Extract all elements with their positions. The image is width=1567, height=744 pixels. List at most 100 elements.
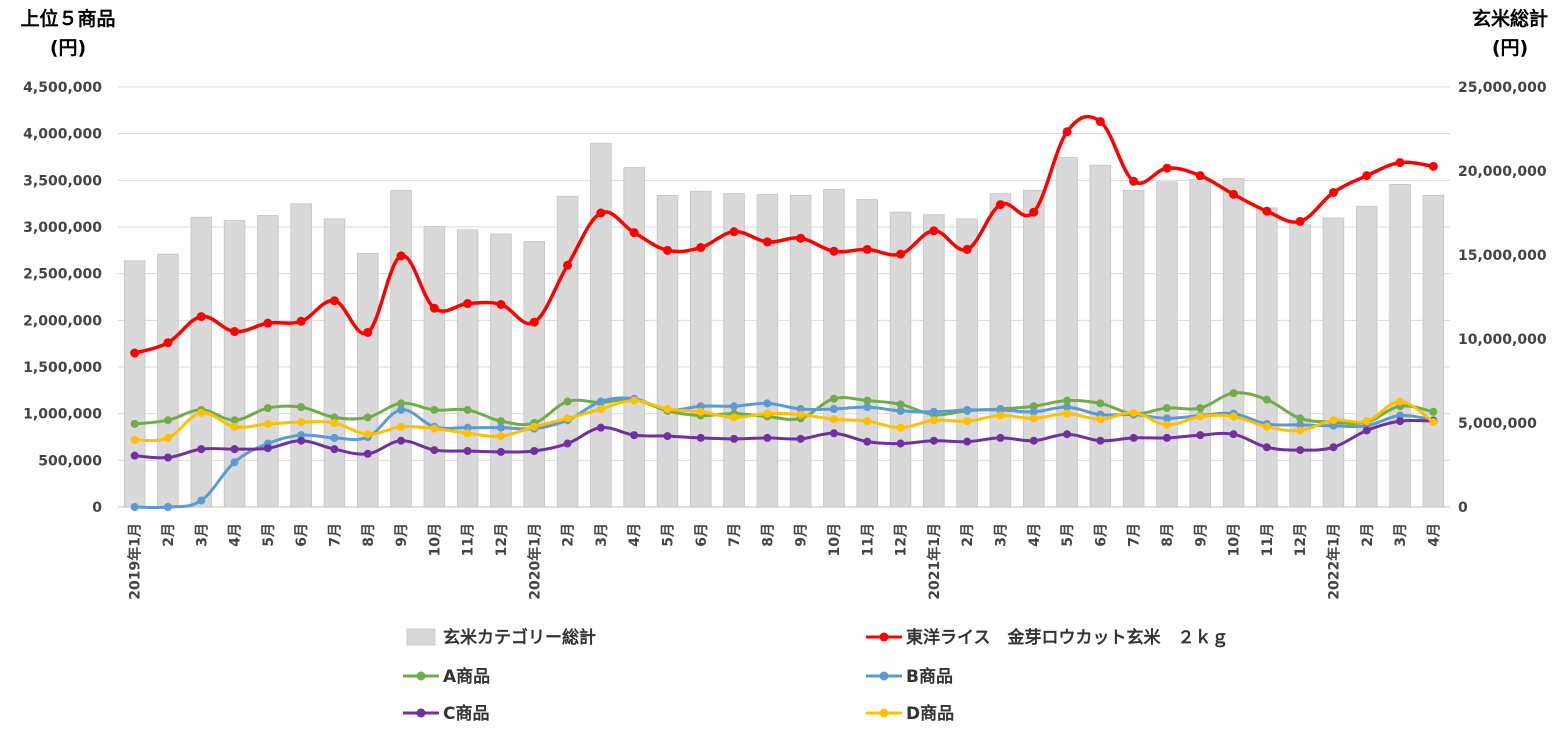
- axes-layer: 上位５商品 (円) 玄米総計 (円) 0 500,000 1,000,000 1,50…: [20, 7, 1548, 516]
- bar: [190, 216, 212, 508]
- bar: [1256, 207, 1278, 508]
- data-point: [929, 436, 938, 445]
- data-point: [829, 405, 838, 413]
- bar: [1156, 181, 1178, 508]
- data-point: [197, 496, 206, 505]
- data-point: [630, 396, 639, 405]
- data-point: [1396, 417, 1405, 426]
- data-point: [596, 423, 605, 432]
- data-point: [1196, 431, 1205, 440]
- data-point: [163, 338, 173, 348]
- data-point: [1262, 395, 1271, 404]
- data-point: [496, 447, 505, 456]
- data-point: [730, 402, 739, 411]
- x-tick-label: 8月: [760, 523, 776, 547]
- left-tick-label: 0: [92, 500, 102, 516]
- data-point: [263, 318, 273, 328]
- data-point: [1195, 171, 1205, 181]
- data-point: [1096, 399, 1105, 408]
- data-point: [1296, 414, 1305, 423]
- data-point: [297, 436, 306, 445]
- data-point: [862, 244, 872, 254]
- data-point: [1262, 422, 1271, 431]
- left-tick-label: 4,000,000: [23, 127, 102, 143]
- data-point: [896, 249, 906, 259]
- x-tick-label: 6月: [1093, 523, 1109, 547]
- left-tick-label: 2,500,000: [23, 267, 102, 283]
- data-point: [596, 208, 606, 218]
- data-point: [163, 433, 172, 442]
- legend-marker: [879, 632, 889, 642]
- data-point: [397, 436, 406, 445]
- data-point: [1296, 446, 1305, 455]
- x-tick-label: 3月: [993, 523, 1009, 547]
- data-point: [929, 416, 938, 425]
- data-point: [696, 407, 705, 416]
- right-axis-title-line2: (円): [1492, 37, 1528, 59]
- bar: [123, 260, 146, 508]
- data-point: [1296, 420, 1305, 429]
- x-tick-label: 10月: [427, 523, 443, 556]
- x-tick-label: 12月: [494, 523, 510, 556]
- data-point: [829, 429, 838, 438]
- bar: [357, 252, 379, 508]
- x-tick-label: 3月: [1393, 523, 1409, 547]
- data-point: [130, 503, 139, 511]
- left-tick-label: 3,500,000: [23, 173, 102, 189]
- x-tick-label: 3月: [594, 523, 610, 547]
- bar: [956, 218, 978, 508]
- data-point: [896, 400, 905, 409]
- data-point: [763, 399, 772, 408]
- data-point: [1329, 421, 1338, 430]
- x-tick-label: 7月: [727, 523, 743, 547]
- data-point: [496, 432, 505, 441]
- legend-label: B商品: [906, 666, 953, 687]
- bar: [1322, 217, 1345, 508]
- data-point: [529, 317, 539, 327]
- data-point: [330, 445, 339, 454]
- data-point: [463, 447, 472, 455]
- data-point: [796, 410, 805, 419]
- data-point: [130, 451, 139, 460]
- data-point: [496, 299, 506, 309]
- data-point: [996, 411, 1005, 420]
- data-point: [696, 402, 705, 411]
- data-point: [563, 439, 572, 448]
- data-point: [663, 405, 672, 413]
- x-tick-label: 3月: [194, 523, 210, 547]
- data-point: [1029, 414, 1038, 423]
- right-tick-label: 5,000,000: [1458, 416, 1537, 432]
- bar: [856, 199, 878, 508]
- data-point: [430, 446, 439, 455]
- data-point: [696, 243, 706, 253]
- data-point: [1329, 443, 1338, 452]
- data-point: [630, 431, 639, 440]
- bar: [257, 215, 279, 508]
- bar: [723, 193, 745, 508]
- data-point: [1029, 207, 1039, 217]
- x-tick-label: 10月: [1227, 523, 1243, 556]
- left-axis-title-line1: 上位５商品: [20, 7, 115, 30]
- series-line: [134, 399, 1435, 443]
- x-tick-label: 2月: [1360, 523, 1376, 547]
- data-point: [995, 200, 1005, 210]
- data-point: [1329, 416, 1338, 425]
- data-point: [1162, 414, 1171, 423]
- data-point: [463, 429, 472, 438]
- data-point: [1095, 117, 1105, 127]
- data-point: [1096, 436, 1105, 445]
- x-tick-label: 9月: [1193, 523, 1209, 547]
- data-point: [1229, 430, 1238, 439]
- data-point: [896, 406, 905, 415]
- x-tick-label: 9月: [794, 523, 810, 547]
- data-point: [829, 394, 838, 403]
- data-point: [230, 416, 239, 425]
- x-tick-label: 12月: [1293, 523, 1309, 556]
- data-point: [163, 453, 172, 462]
- x-tick-label: 8月: [1160, 523, 1176, 547]
- bar: [590, 142, 612, 508]
- data-point: [762, 237, 772, 247]
- left-tick-label: 1,500,000: [23, 360, 102, 376]
- data-point: [1029, 436, 1038, 445]
- bar: [1222, 178, 1245, 508]
